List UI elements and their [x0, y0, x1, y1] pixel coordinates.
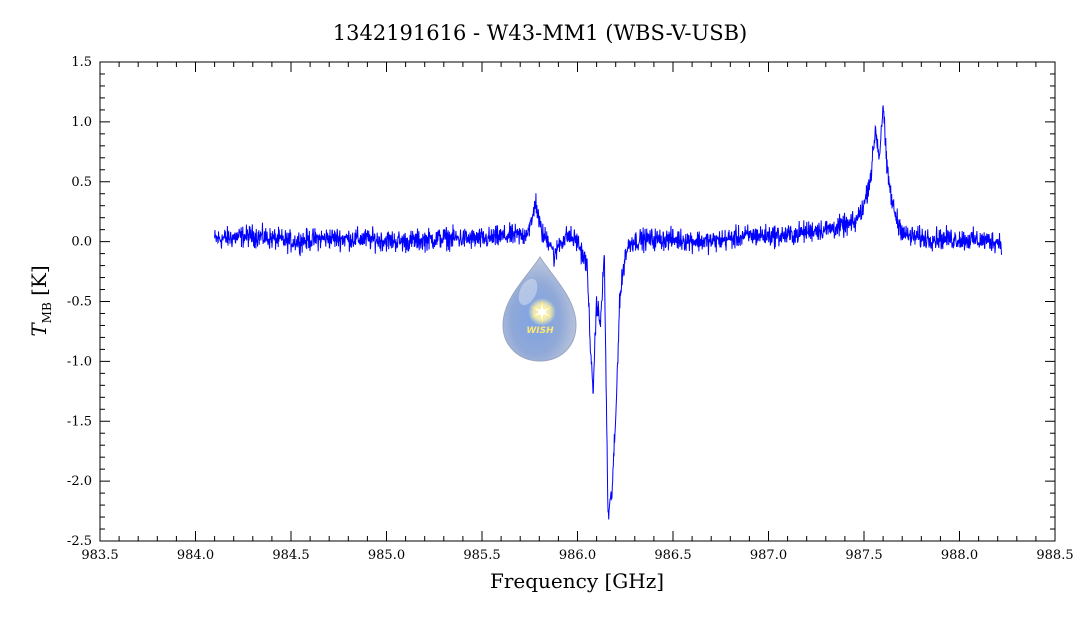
x-tick-labels: 983.5 984.0 984.5 985.0 985.5 986.0 986.5 987.0…: [81, 548, 1073, 563]
star-icon: [531, 300, 553, 324]
y-axis-label: TMB [K]: [27, 265, 54, 336]
x-tick-label: 986.0: [559, 548, 596, 563]
logo-text: WISH: [526, 326, 554, 336]
y-tick-label: 0.0: [71, 235, 92, 250]
x-tick-label: 986.5: [654, 548, 691, 563]
x-tick-label: 985.0: [368, 548, 405, 563]
x-tick-label: 983.5: [81, 548, 118, 563]
x-tick-label: 987.0: [750, 548, 787, 563]
spectrum-series-line: [214, 105, 1003, 520]
y-tick-label: -1.0: [67, 354, 92, 369]
wish-logo: WISH: [502, 256, 577, 362]
x-axis-label: Frequency [GHz]: [490, 569, 664, 593]
x-tick-label: 985.5: [463, 548, 500, 563]
y-tick-label: 1.0: [71, 115, 92, 130]
x-tick-label: 988.0: [941, 548, 978, 563]
x-tick-label: 987.5: [845, 548, 882, 563]
plot-frame: [99, 61, 1056, 542]
y-tick-labels: 1.5 1.0 0.5 0.0 -0.5 -1.0 -1.5 -2.0 -2.5: [67, 55, 92, 549]
x-tick-label: 984.0: [177, 548, 214, 563]
y-tick-label: -1.5: [67, 414, 92, 429]
y-tick-label: 1.5: [71, 55, 92, 70]
y-tick-label: -2.0: [67, 474, 92, 489]
chart-title: 1342191616 - W43-MM1 (WBS-V-USB): [333, 21, 747, 45]
x-tick-label: 984.5: [272, 548, 309, 563]
y-tick-label: -0.5: [67, 295, 92, 310]
tick-marks: [99, 61, 1056, 542]
x-tick-label: 988.5: [1036, 548, 1073, 563]
y-tick-label: 0.5: [71, 175, 92, 190]
y-tick-label: -2.5: [67, 534, 92, 549]
